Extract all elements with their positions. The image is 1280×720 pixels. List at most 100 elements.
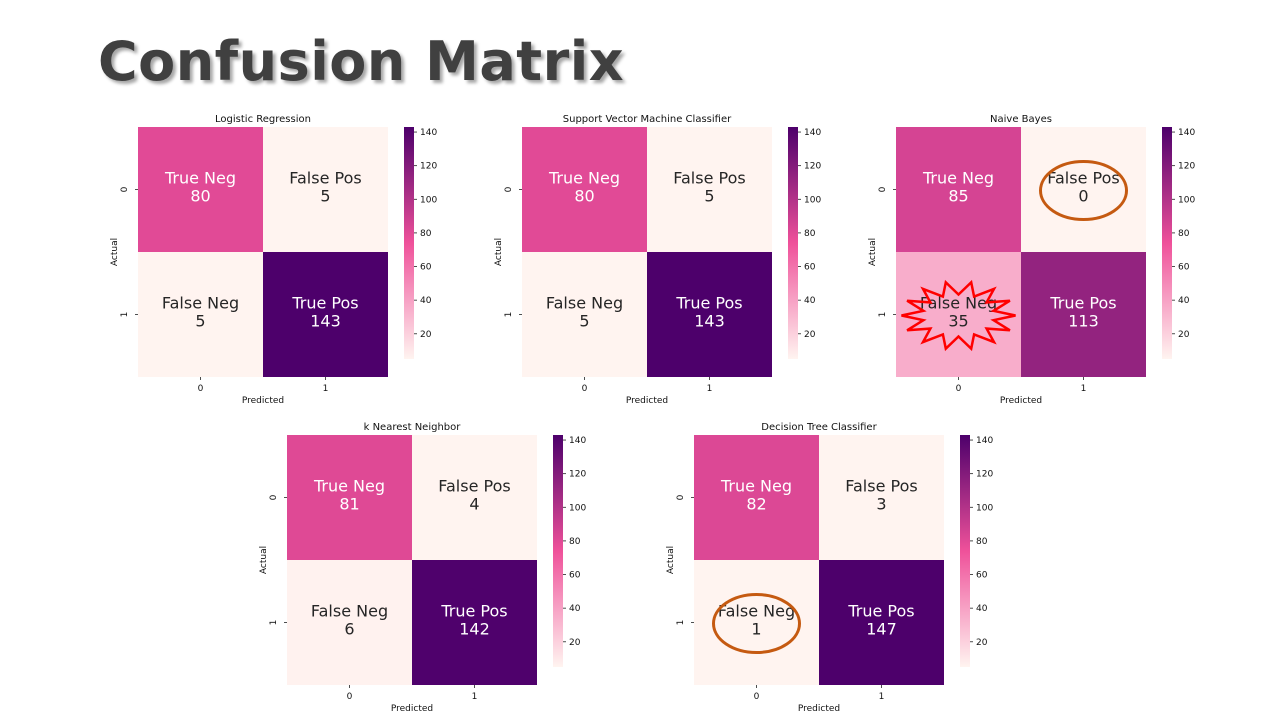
heatmap-cell: [412, 560, 537, 685]
x-axis-label: Predicted: [798, 704, 840, 714]
heatmap-cell: [819, 560, 944, 685]
colorbar-tick-label: 140: [420, 128, 437, 138]
x-tick-label: 1: [879, 692, 885, 702]
y-axis-label: Actual: [666, 546, 676, 574]
colorbar-tick-label: 100: [1178, 195, 1195, 205]
heatmap-cell: [287, 560, 412, 685]
cell-label: True Pos: [440, 602, 507, 621]
y-tick-label: 1: [504, 312, 514, 318]
cell-label: False Pos: [438, 477, 510, 496]
x-tick-label: 1: [472, 692, 478, 702]
x-axis-label: Predicted: [626, 396, 668, 406]
heatmap-cell: [1021, 252, 1146, 377]
colorbar-tick-label: 100: [420, 195, 437, 205]
heatmap-cell: [412, 435, 537, 560]
x-tick-label: 0: [956, 384, 962, 394]
x-tick-label: 0: [582, 384, 588, 394]
colorbar-tick-label: 40: [804, 296, 816, 306]
cell-label: False Pos: [845, 477, 917, 496]
colorbar-tick-label: 20: [976, 638, 988, 648]
y-tick-label: 0: [504, 186, 514, 192]
y-axis-label: Actual: [259, 546, 269, 574]
colorbar-tick-label: 80: [976, 537, 988, 547]
heatmap-cell: [647, 252, 772, 377]
cell-label: True Neg: [720, 477, 792, 496]
cell-value: 1: [751, 620, 761, 639]
cell-label: True Neg: [548, 169, 620, 188]
colorbar-tick-label: 140: [976, 436, 993, 446]
x-axis-label: Predicted: [391, 704, 433, 714]
x-axis-label: Predicted: [1000, 396, 1042, 406]
colorbar-tick-label: 120: [976, 470, 993, 480]
cell-value: 3: [876, 495, 886, 514]
y-tick-label: 0: [676, 494, 686, 500]
colorbar: [960, 435, 970, 667]
cell-value: 81: [339, 495, 359, 514]
colorbar-tick-label: 60: [1178, 263, 1190, 273]
colorbar-tick-label: 80: [1178, 229, 1190, 239]
heatmap-1: Support Vector Machine Classifier True Ne…: [494, 114, 821, 406]
chart-title: Naive Bayes: [990, 114, 1052, 125]
y-tick-label: 0: [120, 186, 130, 192]
y-tick-label: 0: [269, 494, 279, 500]
y-tick-label: 1: [878, 312, 888, 318]
heatmap-cell: [138, 252, 263, 377]
cell-value: 5: [195, 312, 205, 331]
cell-label: True Pos: [291, 294, 358, 313]
colorbar-tick-label: 120: [1178, 162, 1195, 172]
cell-value: 35: [948, 312, 968, 331]
y-tick-label: 1: [269, 620, 279, 626]
x-tick-label: 0: [347, 692, 353, 702]
colorbar-tick-label: 100: [569, 503, 586, 513]
cell-value: 80: [574, 187, 594, 206]
cell-label: True Neg: [164, 169, 236, 188]
y-tick-label: 0: [878, 186, 888, 192]
heatmap-cell: [263, 252, 388, 377]
page-title: Confusion Matrix: [98, 30, 625, 93]
cell-label: True Pos: [847, 602, 914, 621]
cell-value: 4: [469, 495, 479, 514]
x-tick-label: 1: [707, 384, 713, 394]
colorbar: [404, 127, 414, 359]
y-tick-label: 1: [120, 312, 130, 318]
cell-value: 80: [190, 187, 210, 206]
y-axis-label: Actual: [494, 238, 504, 266]
colorbar-tick-label: 40: [976, 604, 988, 614]
heatmap-cell: [263, 127, 388, 252]
cell-value: 143: [694, 312, 725, 331]
colorbar-tick-label: 140: [1178, 128, 1195, 138]
x-tick-label: 0: [198, 384, 204, 394]
colorbar-tick-label: 60: [976, 571, 988, 581]
cell-label: True Pos: [1049, 294, 1116, 313]
colorbar-tick-label: 120: [804, 162, 821, 172]
x-tick-label: 1: [1081, 384, 1087, 394]
colorbar-tick-label: 60: [420, 263, 432, 273]
heatmap-cell: [647, 127, 772, 252]
colorbar: [1162, 127, 1172, 359]
colorbar-tick-label: 60: [804, 263, 816, 273]
cell-value: 5: [320, 187, 330, 206]
colorbar-tick-label: 100: [804, 195, 821, 205]
cell-label: False Pos: [1047, 169, 1119, 188]
cell-value: 6: [344, 620, 354, 639]
highlight-oval: [1039, 160, 1128, 221]
colorbar-tick-label: 40: [569, 604, 581, 614]
chart-title: Decision Tree Classifier: [761, 422, 877, 433]
cell-label: True Pos: [675, 294, 742, 313]
heatmap-cell: [522, 127, 647, 252]
colorbar-tick-label: 140: [569, 436, 586, 446]
colorbar-tick-label: 140: [804, 128, 821, 138]
cell-label: False Neg: [718, 602, 795, 621]
cell-label: False Neg: [546, 294, 623, 313]
cell-value: 82: [746, 495, 766, 514]
colorbar-tick-label: 80: [569, 537, 581, 547]
colorbar-tick-label: 80: [420, 229, 432, 239]
heatmap-cell: [896, 127, 1021, 252]
y-axis-label: Actual: [868, 238, 878, 266]
cell-value: 5: [704, 187, 714, 206]
colorbar-tick-label: 20: [1178, 330, 1190, 340]
cell-value: 113: [1068, 312, 1099, 331]
